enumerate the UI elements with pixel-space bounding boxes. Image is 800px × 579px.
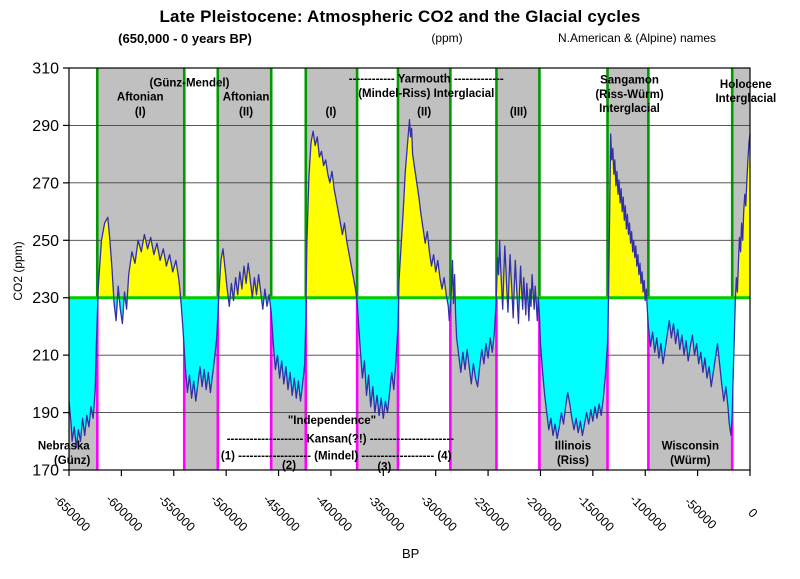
chart-annotation: Illinois (555, 441, 591, 453)
chart-annotation: -------------------- Kansan(?!) --------… (227, 433, 454, 445)
chart-annotation: Holocene (720, 79, 772, 91)
chart-annotation: Nebraska (38, 441, 90, 453)
y-tick-label: 190 (32, 405, 59, 422)
x-tick-label: -250000 (470, 492, 512, 534)
chart-annotation: (3) (377, 462, 391, 474)
y-tick-label: 250 (32, 233, 59, 250)
y-tick-label: 170 (32, 463, 59, 480)
chart-annotation: Interglacial (715, 93, 776, 105)
chart-annotation: (II) (417, 107, 431, 119)
chart-annotation: (I) (325, 107, 336, 119)
y-tick-label: 290 (32, 118, 59, 135)
chart-annotation: Interglacial (599, 103, 660, 115)
chart-annotation: (Günz-Mendel) (150, 77, 230, 89)
chart-annotation: "Independence" (288, 415, 376, 427)
x-tick-label: -100000 (627, 492, 669, 534)
chart-annotation: (Würm) (670, 455, 710, 467)
chart-subtitle-year-range: (650,000 - 0 years BP) (118, 31, 252, 46)
y-tick-label: 270 (32, 175, 59, 192)
chart-annotation: (Günz) (54, 455, 91, 467)
plot-frame (68, 67, 751, 471)
x-tick-label: -350000 (365, 492, 407, 534)
y-tick-label: 230 (32, 290, 59, 307)
y-tick-label: 310 (32, 61, 59, 78)
chart-annotation: (I) (135, 107, 146, 119)
chart-annotation: (1) ------------------- (Mindel) -------… (221, 451, 452, 463)
chart-title: Late Pleistocene: Atmospheric CO2 and th… (159, 7, 641, 26)
co2-curve-line (68, 119, 751, 448)
co2-fill-above-230 (69, 119, 750, 298)
x-tick-label: -650000 (51, 492, 93, 534)
x-tick-label: -600000 (103, 492, 145, 534)
x-tick-label: -400000 (313, 492, 355, 534)
chart-subtitle-units: (ppm) (431, 31, 463, 45)
x-tick-label: -500000 (208, 492, 250, 534)
annotation-layer: (Günz-Mendel) Aftonian (I) Aftonian (II) ----… (38, 74, 776, 474)
x-tick-label: 0 (745, 506, 760, 521)
chart-annotation: (II) (239, 107, 253, 119)
chart-annotation: Aftonian (223, 92, 270, 104)
x-tick-label: -450000 (260, 492, 302, 534)
chart-annotation: (Riss) (557, 455, 589, 467)
chart-annotation: Wisconsin (662, 441, 719, 453)
x-axis-title: BP (402, 546, 420, 561)
chart-annotation: (III) (510, 107, 527, 119)
x-tick-label: -150000 (575, 492, 617, 534)
chart-annotation: ------------ Yarmouth ------------- (349, 74, 504, 86)
y-tick-label: 210 (32, 348, 59, 365)
chart-annotation: Sangamon (600, 74, 659, 86)
x-tick-label: -200000 (522, 492, 564, 534)
chart-annotation: Aftonian (117, 92, 164, 104)
x-tick-label: -550000 (155, 492, 197, 534)
chart-annotation: (Riss-Würm) (595, 89, 664, 101)
chart-annotation: (2) (282, 460, 296, 472)
co2-fill-below-230 (69, 297, 736, 447)
x-tick-label: -50000 (682, 494, 719, 531)
chart-annotation: (Mindel-Riss) Interglacial (358, 88, 494, 100)
chart-subtitle-naming-note: N.American & (Alpine) names (557, 31, 717, 45)
x-tick-label: -300000 (417, 492, 459, 534)
